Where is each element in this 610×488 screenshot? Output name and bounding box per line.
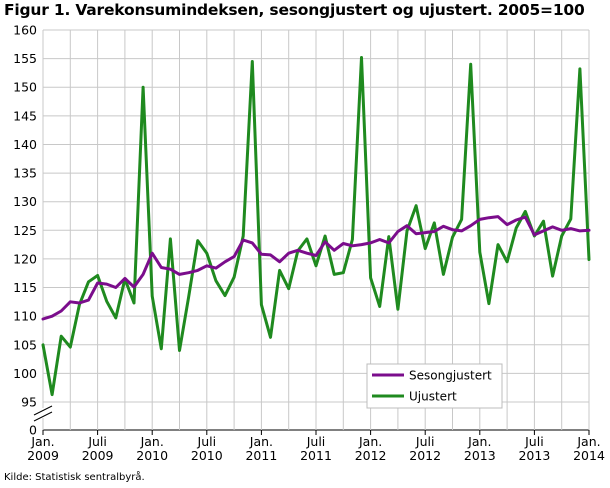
series-lines (41, 56, 591, 397)
legend-label-ujustert: Ujustert (409, 390, 457, 404)
break-slash (33, 411, 53, 422)
x-tick-label-year: 2013 (464, 448, 496, 463)
grid (42, 29, 590, 431)
x-tick-label-year: 2010 (191, 448, 223, 463)
x-tick-label: Juli (87, 434, 107, 449)
series-line-ujustert (41, 56, 591, 397)
y-tick-label: 110 (13, 309, 37, 324)
x-tick-label-year: 2009 (82, 448, 114, 463)
y-tick-label: 130 (13, 194, 37, 209)
x-tick-label-year: 2012 (355, 448, 387, 463)
axis-break-marker (33, 405, 53, 422)
break-gap (33, 408, 53, 418)
x-tick-label-year: 2009 (27, 448, 59, 463)
break-slash (33, 405, 53, 416)
x-tick-label: Jan. (358, 434, 382, 449)
legend-label-sesongjustert: Sesongjustert (409, 369, 492, 383)
y-tick-label: 100 (13, 366, 37, 381)
x-tick-label: Jan. (140, 434, 164, 449)
x-tick-label-year: 2014 (573, 448, 605, 463)
x-tick-label: Juli (524, 434, 544, 449)
source-note: Kilde: Statistisk sentralbyrå. (4, 472, 145, 483)
x-tick-label: Juli (197, 434, 217, 449)
x-axis: Jan.2009Juli2009Jan.2010Juli2010Jan.2011… (27, 430, 605, 463)
x-tick-label-year: 2012 (409, 448, 441, 463)
x-tick-label: Jan. (249, 434, 273, 449)
y-tick-label: 105 (13, 337, 37, 352)
y-tick-label: 120 (13, 251, 37, 266)
x-tick-label-year: 2011 (245, 448, 277, 463)
y-tick-label: 125 (13, 223, 37, 238)
x-tick-label: Jan. (30, 434, 54, 449)
y-tick-label: 140 (13, 137, 37, 152)
x-tick-label: Jan. (467, 434, 491, 449)
legend: Sesongjustert Ujustert (366, 363, 503, 409)
y-tick-label: 155 (13, 51, 37, 66)
x-tick-label: Juli (415, 434, 435, 449)
x-tick-label-year: 2013 (518, 448, 550, 463)
x-tick-label-year: 2010 (136, 448, 168, 463)
x-tick-label: Jan. (576, 434, 600, 449)
y-tick-label: 95 (21, 395, 37, 410)
x-tick-label-year: 2011 (300, 448, 332, 463)
y-tick-label: 160 (13, 23, 37, 38)
y-tick-label: 145 (13, 108, 37, 123)
x-tick-label: Juli (306, 434, 326, 449)
y-tick-label: 150 (13, 80, 37, 95)
y-tick-label: 135 (13, 166, 37, 181)
series-line-sesongjustert (41, 215, 591, 321)
y-tick-label: 115 (13, 280, 37, 295)
legend-box (366, 363, 503, 409)
y-tick-label: 0 (29, 423, 37, 438)
chart-title: Figur 1. Varekonsumindeksen, sesongjuste… (4, 1, 585, 19)
y-axis: 0 95 100 105 110 115 120 125 130 135 140 145 150 155 1… (13, 23, 37, 438)
